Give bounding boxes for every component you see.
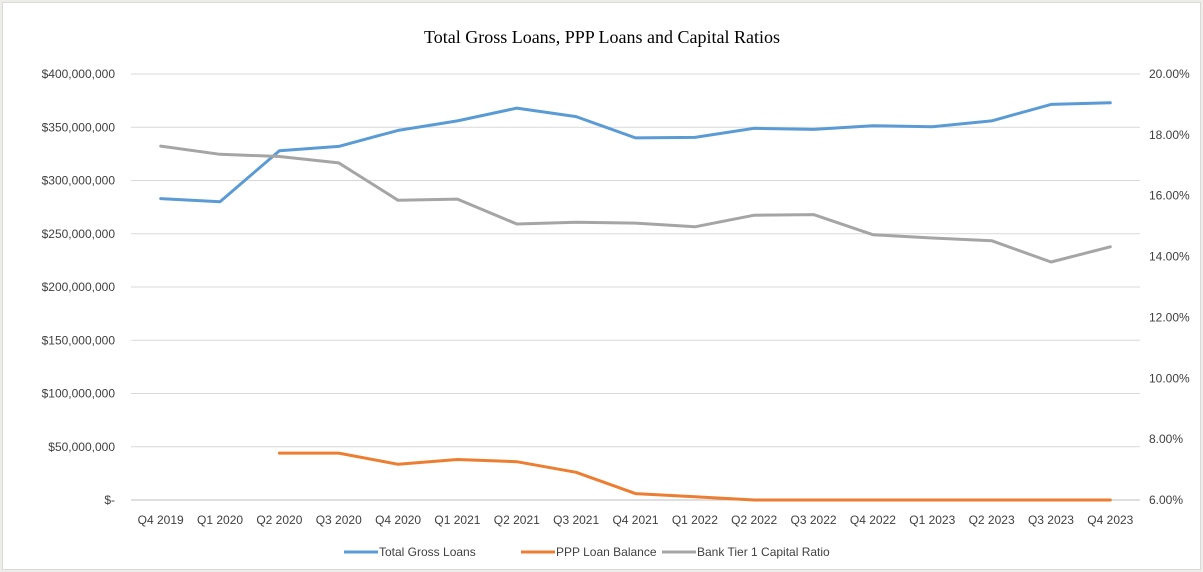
series-lines [159,101,1112,502]
x-axis-tick-label: Q1 2023 [909,513,955,527]
left-axis-tick-label: $150,000,000 [42,333,116,347]
x-axis-tick-label: Q3 2020 [316,513,362,527]
left-axis-tick-label: $200,000,000 [42,280,116,294]
right-axis-tick-label: 12.00% [1149,310,1190,324]
x-axis-tick-label: Q2 2023 [969,513,1015,527]
x-axis-tick-label: Q4 2023 [1087,513,1133,527]
right-axis-tick-label: 14.00% [1149,250,1190,264]
legend: Total Gross Loans PPP Loan Balance Bank Ti… [344,545,830,559]
left-axis-tick-label: $100,000,000 [42,387,116,401]
x-axis-tick-label: Q1 2022 [672,513,718,527]
x-axis-tick-label: Q3 2022 [791,513,837,527]
right-axis-tick-label: 8.00% [1149,432,1183,446]
chart-title: Total Gross Loans, PPP Loans and Capital… [424,27,780,47]
left-axis-tick-label: $400,000,000 [42,67,116,81]
legend-label: Bank Tier 1 Capital Ratio [697,545,830,559]
series-line [159,101,1112,204]
left-axis-tick-label: $300,000,000 [42,174,116,188]
x-axis-tick-label: Q4 2020 [375,513,421,527]
x-axis-tick-label: Q1 2020 [197,513,243,527]
line-chart: Total Gross Loans, PPP Loans and Capital… [42,27,1190,559]
left-axis-tick-label: $350,000,000 [42,120,116,134]
series-line [277,451,1112,502]
left-axis-tick-label: $50,000,000 [48,440,115,454]
left-axis-tick-label: $250,000,000 [42,227,116,241]
legend-label: Total Gross Loans [379,545,476,559]
x-axis-tick-label: Q4 2019 [138,513,184,527]
right-axis-tick-label: 18.00% [1149,128,1190,142]
x-axis-tick-label: Q2 2020 [256,513,302,527]
x-axis-tick-label: Q4 2021 [612,513,658,527]
left-axis-tick-labels: $- $50,000,000 $100,000,000 $150,000,000 $20… [42,67,116,507]
series-line [159,144,1112,264]
right-axis-tick-labels: 6.00% 8.00% 10.00% 12.00% 14.00% 16.00% 18.00%… [1149,67,1190,507]
x-axis-tick-label: Q2 2021 [494,513,540,527]
x-axis-tick-label: Q3 2021 [553,513,599,527]
x-axis-tick-labels: Q4 2019 Q1 2020 Q2 2020 Q3 2020 Q4 2020 Q1 20… [138,513,1134,527]
right-axis-tick-label: 16.00% [1149,189,1190,203]
legend-label: PPP Loan Balance [556,545,657,559]
right-axis-tick-label: 20.00% [1149,67,1190,81]
left-axis-tick-label: $- [104,493,115,507]
gridlines [131,73,1140,501]
right-axis-tick-label: 10.00% [1149,371,1190,385]
x-axis-tick-label: Q1 2021 [434,513,480,527]
x-axis-tick-label: Q4 2022 [850,513,896,527]
x-axis-tick-label: Q2 2022 [731,513,777,527]
right-axis-tick-label: 6.00% [1149,493,1183,507]
x-axis-tick-label: Q3 2023 [1028,513,1074,527]
